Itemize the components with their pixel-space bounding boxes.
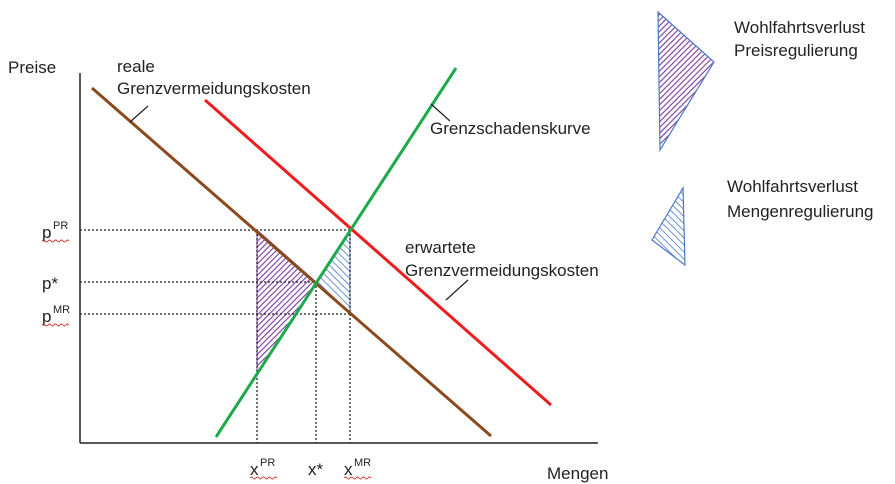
expected-mac-label-2: Grenzvermeidungskosten [405, 261, 599, 280]
quantity-tick-mr: x MR [343, 457, 372, 480]
legend: Wohlfahrtsverlust Preisregulierung Wohlf… [651, 10, 874, 267]
damage-leader [430, 103, 451, 122]
legend-quantity-regulation-swatch [651, 185, 686, 267]
quantity-tick-star: x* [308, 460, 324, 479]
legend-price-regulation-swatch [657, 10, 715, 153]
real-mac-leader [129, 105, 149, 123]
price-tick-star: p* [42, 274, 58, 293]
damage-label: Grenzschadenskurve [430, 119, 591, 138]
quantity-tick-mr-base: x [344, 460, 353, 479]
expected-mac-curve [204, 98, 552, 407]
legend-price-regulation-line2: Preisregulierung [734, 41, 858, 60]
quantity-tick-pr: x PR [249, 457, 278, 480]
real-mac-curve [91, 86, 492, 438]
quantity-tick-pr-base: x [250, 460, 259, 479]
expected-mac-leader [445, 279, 469, 301]
quantity-tick-mr-sup: MR [354, 457, 371, 469]
price-tick-mr: p MR [41, 304, 70, 327]
price-tick-pr-base: p [42, 223, 51, 242]
damage-curve [214, 67, 458, 438]
real-mac-label-1: reale [117, 57, 155, 76]
expected-mac-label-1: erwartete [405, 238, 476, 257]
y-axis-label: Preise [8, 58, 56, 77]
price-tick-mr-sup: MR [53, 304, 70, 316]
real-mac-label-2: Grenzvermeidungskosten [117, 79, 311, 98]
legend-quantity-regulation-line1: Wohlfahrtsverlust [727, 177, 858, 196]
price-tick-pr-sup: PR [53, 220, 68, 232]
legend-quantity-regulation-line2: Mengenregulierung [727, 202, 874, 221]
price-tick-pr: p PR [41, 220, 70, 243]
x-axis-label: Mengen [547, 464, 608, 483]
quantity-tick-pr-sup: PR [260, 457, 275, 469]
price-tick-mr-base: p [42, 307, 51, 326]
welfare-loss-price-regulation-area [256, 228, 317, 377]
legend-price-regulation-line1: Wohlfahrtsverlust [734, 18, 865, 37]
